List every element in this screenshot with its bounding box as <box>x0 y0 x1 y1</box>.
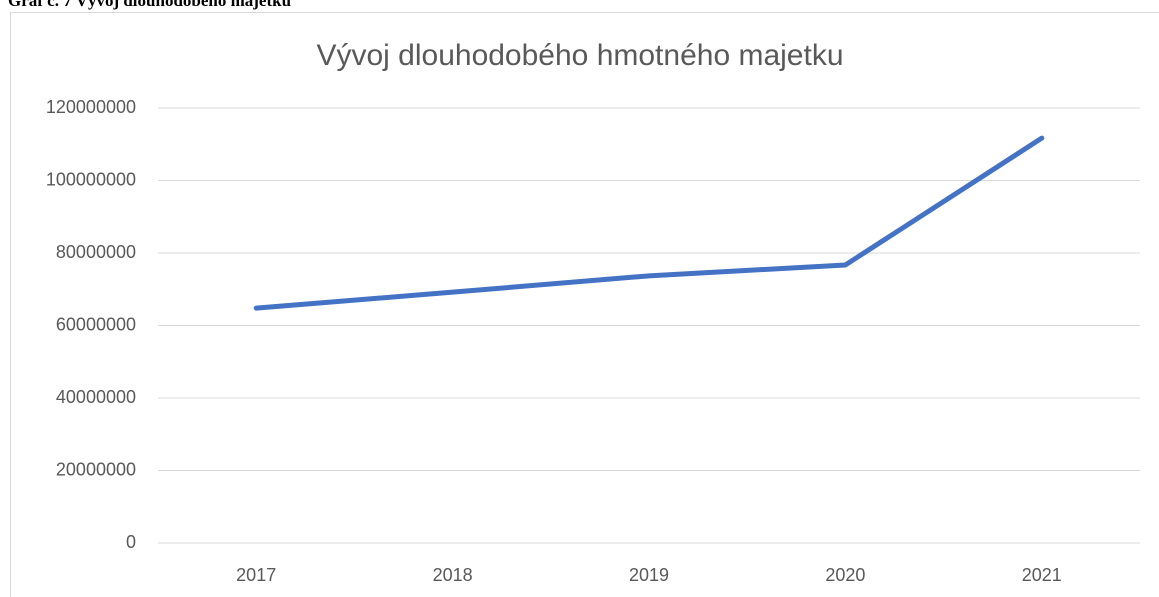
y-tick-label: 120000000 <box>46 97 136 117</box>
figure-caption: Graf č. 7 Vývoj dlouhodobého majetku <box>8 0 291 10</box>
y-tick-label: 80000000 <box>56 242 136 262</box>
chart-title: Vývoj dlouhodobého hmotného majetku <box>316 39 843 72</box>
y-tick-label: 0 <box>126 532 136 552</box>
x-tick-label: 2021 <box>1022 565 1062 585</box>
y-tick-label: 60000000 <box>56 314 136 334</box>
data-line <box>253 135 1045 311</box>
x-tick-label: 2019 <box>629 565 669 585</box>
y-tick-label: 100000000 <box>46 169 136 189</box>
x-tick-label: 2018 <box>433 565 473 585</box>
y-tick-label: 40000000 <box>56 387 136 407</box>
x-tick-label: 2020 <box>825 565 865 585</box>
y-tick-label: 20000000 <box>56 459 136 479</box>
chart-border <box>10 12 1159 597</box>
x-tick-label: 2017 <box>236 565 276 585</box>
